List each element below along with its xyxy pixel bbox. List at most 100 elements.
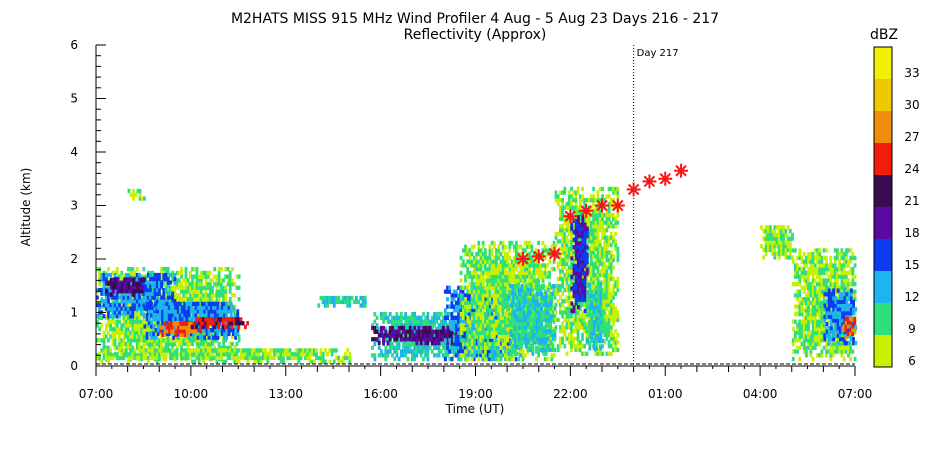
echo-cell [497,270,501,276]
echo-cell [168,321,171,326]
echo-cell [242,352,245,357]
echo-cell [457,315,460,320]
echo-cell [446,297,449,302]
echo-cell [204,341,208,347]
echo-cell [550,267,554,272]
echo-cell [497,345,500,350]
echo-cell [185,332,189,338]
echo-cell [512,267,516,272]
echo-cell [470,334,474,339]
echo-cell [454,300,458,305]
echo-cell [499,289,503,294]
echo-cell [411,341,414,347]
echo-cell [554,198,558,203]
echo-cell [504,330,507,335]
echo-cell [556,347,560,353]
echo-cell [140,306,144,311]
echo-cell [527,336,530,341]
echo-cell [527,325,530,330]
echo-cell [563,317,567,323]
echo-cell [516,351,519,356]
echo-cell [538,332,541,338]
echo-cell [373,341,377,347]
echo-cell [481,308,485,313]
echo-cell [339,299,343,304]
echo-cell [279,352,283,357]
echo-cell [222,338,225,343]
echo-cell [169,348,172,353]
echo-cell [212,305,215,310]
echo-cell [524,321,528,326]
echo-cell [205,313,209,318]
echo-cell [495,259,498,264]
echo-cell [140,196,144,201]
echo-cell [218,309,222,314]
echo-cell [417,337,421,342]
echo-cell [393,349,397,354]
echo-cell [257,359,261,364]
echo-cell [494,345,498,350]
echo-cell [481,263,485,268]
echo-cell [495,323,498,328]
echo-cell [490,356,494,362]
echo-cell [144,326,148,332]
echo-cell [217,321,221,326]
echo-cell [152,316,156,322]
echo-cell [121,285,124,290]
echo-cell [490,293,494,298]
echo-cell [164,334,168,339]
echo-cell [149,284,152,289]
echo-cell [167,313,171,318]
echo-cell [518,340,521,345]
echo-cell [542,299,546,304]
echo-cell [209,328,213,333]
echo-cell [499,263,503,268]
echo-cell [189,331,193,337]
echo-cell [138,291,141,296]
echo-cell [529,299,533,304]
echo-cell [160,293,163,298]
echo-cell [473,319,476,324]
echo-cell [191,352,194,357]
echo-cell [122,334,126,339]
echo-cell [477,293,481,298]
echo-cell [542,347,546,353]
echo-cell [535,291,539,296]
echo-cell [120,355,124,361]
echo-cell [565,306,569,311]
echo-cell [417,341,421,347]
echo-cell [452,326,456,332]
echo-cell [417,319,421,324]
echo-cell [549,317,552,323]
echo-cell [397,325,401,331]
echo-cell [242,355,245,361]
echo-cell [228,348,232,353]
echo-cell [104,306,108,311]
echo-cell [150,313,153,318]
echo-cell [461,248,465,253]
echo-cell [237,321,241,326]
echo-cell [107,353,110,358]
echo-cell [109,326,113,332]
echo-cell [499,349,502,354]
echo-cell [468,345,472,350]
echo-cell [406,356,410,362]
echo-cell [207,305,211,310]
echo-cell [129,352,132,357]
echo-cell [466,312,469,317]
echo-cell [142,267,146,272]
echo-cell [459,319,463,324]
echo-cell [324,359,327,364]
echo-cell [193,297,197,302]
echo-cell [402,325,405,331]
echo-cell [426,356,430,362]
echo-cell [164,348,168,353]
echo-cell [422,341,425,347]
echo-cell [450,329,454,334]
echo-cell [382,333,385,338]
echo-cell [565,242,569,248]
echo-cell [190,324,194,330]
echo-region [159,321,202,338]
echo-cell [477,259,481,264]
echo-cell [539,267,543,272]
